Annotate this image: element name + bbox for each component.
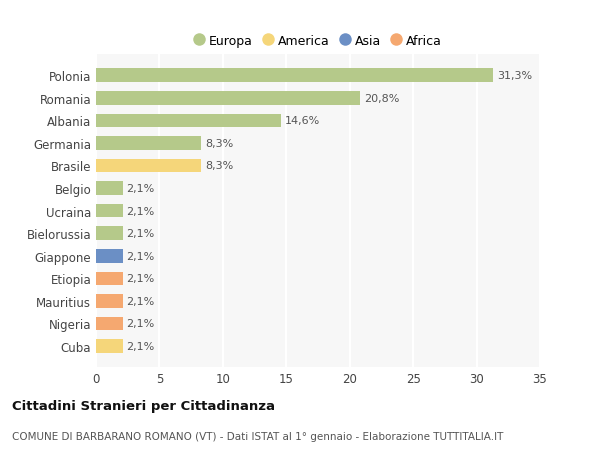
Text: 2,1%: 2,1% [127,296,155,306]
Text: 8,3%: 8,3% [205,161,233,171]
Bar [96,204,122,218]
Text: COMUNE DI BARBARANO ROMANO (VT) - Dati ISTAT al 1° gennaio - Elaborazione TUTTIT: COMUNE DI BARBARANO ROMANO (VT) - Dati I… [12,431,503,442]
Bar [96,159,201,173]
Text: 2,1%: 2,1% [127,229,155,239]
Text: 8,3%: 8,3% [205,139,233,149]
Text: Cittadini Stranieri per Cittadinanza: Cittadini Stranieri per Cittadinanza [12,399,275,412]
Text: 2,1%: 2,1% [127,184,155,194]
Bar [96,92,360,105]
Bar [96,114,281,128]
Text: 2,1%: 2,1% [127,319,155,329]
Text: 2,1%: 2,1% [127,341,155,351]
Bar [96,295,122,308]
Text: 20,8%: 20,8% [364,94,399,104]
Text: 2,1%: 2,1% [127,206,155,216]
Bar [96,272,122,285]
Text: 31,3%: 31,3% [497,71,532,81]
Bar [96,182,122,196]
Text: 14,6%: 14,6% [285,116,320,126]
Bar [96,249,122,263]
Bar [96,227,122,241]
Bar [96,137,201,151]
Bar [96,340,122,353]
Text: 2,1%: 2,1% [127,274,155,284]
Bar [96,317,122,330]
Text: 2,1%: 2,1% [127,251,155,261]
Bar [96,69,493,83]
Legend: Europa, America, Asia, Africa: Europa, America, Asia, Africa [189,30,447,53]
